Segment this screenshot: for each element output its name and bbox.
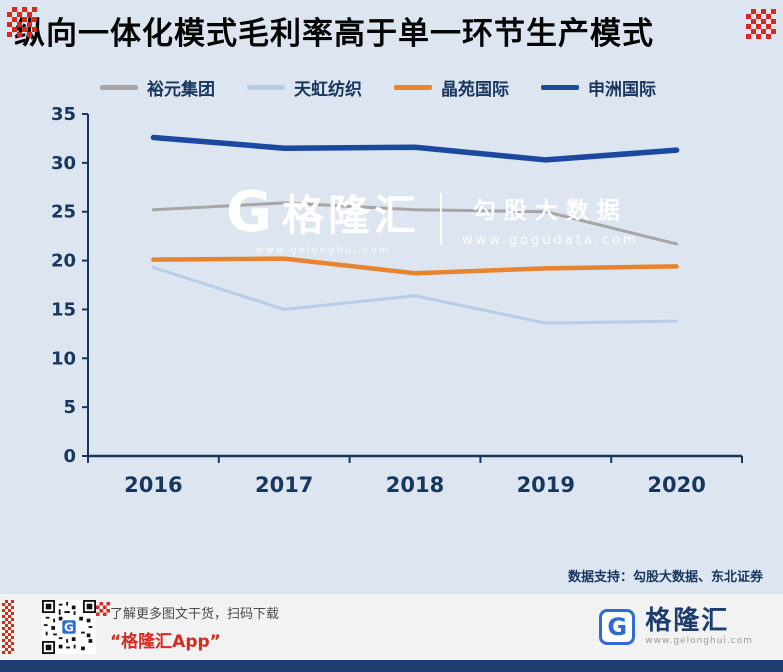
legend-label: 申洲国际 <box>588 80 656 101</box>
footer-logo: G 格隆汇 www.gelonghui.com <box>599 607 753 647</box>
chart: 0 5 10 15 20 25 30 35 2016 2017 2018 2019 2020 G 格隆汇… <box>36 104 783 508</box>
footer-app-name: “格隆汇App” <box>110 631 221 652</box>
svg-text:G: G <box>64 621 74 635</box>
y-tick-label: 15 <box>51 300 76 321</box>
y-tick-label: 5 <box>63 397 76 418</box>
decor-qr-top-right-icon <box>746 9 776 39</box>
x-tick-label: 2017 <box>255 473 313 497</box>
qr-code-icon: G <box>42 600 96 654</box>
legend-swatch <box>100 85 138 91</box>
gelonghui-logo-icon: G <box>599 608 636 645</box>
x-tick-label: 2016 <box>124 473 182 497</box>
series-line-3 <box>150 134 680 163</box>
decor-red-strip-icon <box>2 600 14 654</box>
legend-item-1: 天虹纺织 <box>247 75 362 100</box>
footer-brand-url: www.gelonghui.com <box>645 636 753 647</box>
footer-promo: G 了解更多图文干货，扫码下载 “格隆汇App” <box>42 600 279 654</box>
y-tick-label: 30 <box>51 153 76 174</box>
legend-swatch <box>541 85 579 91</box>
footer-promo-text: 了解更多图文干货，扫码下载 <box>110 606 280 622</box>
legend-swatch <box>247 85 285 91</box>
y-tick-label: 0 <box>63 446 76 467</box>
series-line-0 <box>151 201 679 246</box>
y-tick-label: 35 <box>51 104 76 125</box>
x-tick-label: 2018 <box>386 473 444 497</box>
chart-legend: 裕元集团 天虹纺织 晶苑国际 申洲国际 <box>100 75 783 100</box>
footer-brand: 格隆汇 <box>645 605 730 636</box>
bottom-bar <box>0 660 783 672</box>
decor-qr-top-left-icon <box>7 7 37 37</box>
legend-swatch <box>394 85 432 91</box>
series-line-1 <box>151 266 679 325</box>
legend-label: 天虹纺织 <box>294 80 362 101</box>
series-line-2 <box>151 256 679 276</box>
legend-item-2: 晶苑国际 <box>394 75 509 100</box>
decor-red-dot-icon <box>96 602 110 616</box>
legend-item-0: 裕元集团 <box>100 75 215 100</box>
page-title: 纵向一体化模式毛利率高于单一环节生产模式 <box>14 16 654 52</box>
y-tick-label: 10 <box>51 348 76 369</box>
legend-item-3: 申洲国际 <box>541 75 656 100</box>
y-tick-label: 20 <box>51 251 76 272</box>
x-tick-label: 2020 <box>647 473 705 497</box>
x-tick-label: 2019 <box>517 473 575 497</box>
data-credit: 数据支持：勾股大数据、东北证券 <box>567 570 763 585</box>
y-tick-label: 25 <box>51 202 76 223</box>
footer: G 了解更多图文干货，扫码下载 “格隆汇App” G 格隆汇 www.gelon… <box>0 594 783 660</box>
legend-label: 晶苑国际 <box>441 80 509 101</box>
legend-label: 裕元集团 <box>147 80 215 101</box>
chart-canvas: 0 5 10 15 20 25 30 35 2016 2017 2018 2019 2020 <box>51 104 743 497</box>
